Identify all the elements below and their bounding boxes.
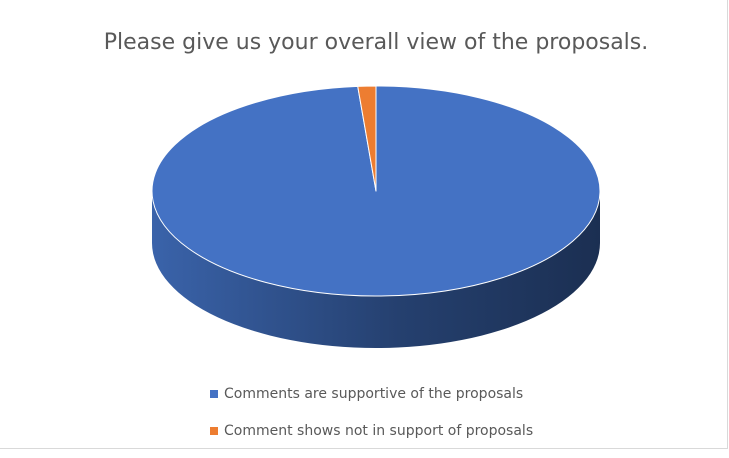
pie-slice-not-supportive [357,85,377,192]
pie-side-wall [152,191,600,348]
legend-swatch-supportive [210,390,218,398]
legend-item-supportive: Comments are supportive of the proposals [210,384,533,404]
pie-top [151,85,601,297]
legend: Comments are supportive of the proposals… [210,384,533,458]
pie-side [152,191,600,348]
legend-label-supportive: Comments are supportive of the proposals [224,386,524,402]
legend-swatch-not-supportive [210,427,218,435]
legend-label-not-supportive: Comment shows not in support of proposal… [224,423,534,439]
legend-item-not-supportive: Comment shows not in support of proposal… [210,421,533,441]
chart-area: Please give us your overall view of the … [0,0,728,449]
chart-title: Please give us your overall view of the … [103,30,649,55]
